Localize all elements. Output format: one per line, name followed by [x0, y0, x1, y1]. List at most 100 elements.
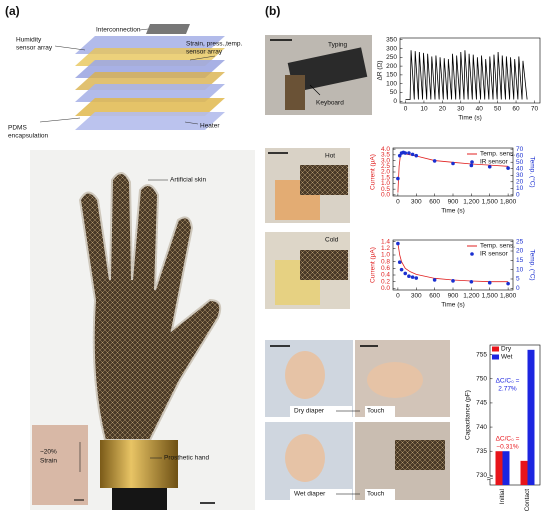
x-tick-label: 1,200 [463, 199, 480, 206]
photo-label: Hot [325, 153, 335, 160]
data-point [487, 164, 492, 169]
photo-label: Touch [367, 491, 385, 498]
y-tick-label: 250 [386, 54, 397, 61]
panel-label: (b) [265, 4, 280, 18]
y-tick-label: 3.5 [381, 152, 390, 159]
data-point [414, 153, 419, 158]
y-tick-label: 10 [516, 266, 524, 273]
legend-label: Dry [501, 346, 512, 353]
photo-label: Touch [367, 408, 385, 415]
y-axis-label: ΔR (Ω) [377, 60, 384, 80]
plot-frame [489, 344, 541, 486]
data-point [410, 275, 415, 279]
layer-label: encapsulation [8, 133, 48, 140]
x-tick-label: 1,200 [463, 293, 480, 300]
data-point [396, 241, 400, 246]
y-axis-label: Current (μA) [370, 247, 377, 283]
data-point [469, 279, 474, 284]
y-tick-label: 50 [516, 159, 524, 166]
x-tick-label: Contact [524, 489, 531, 512]
data-point [506, 166, 510, 170]
x-tick-label: 600 [429, 293, 440, 300]
y-tick-label: 0.0 [381, 192, 390, 199]
y-tick-label: 40 [516, 165, 524, 172]
photo-label: Prosthetic hand [164, 455, 210, 462]
x-tick-label: 300 [411, 199, 422, 206]
photos-b [265, 35, 450, 500]
bar [502, 451, 510, 485]
legend-label: Temp. sens. [480, 151, 515, 158]
y2-axis-label: Temp. (°C) [528, 156, 536, 187]
x-tick-label: 20 [439, 106, 447, 113]
layer-label: Humidity [16, 37, 42, 44]
photo-label: Cold [325, 237, 339, 244]
y-tick-label: 350 [386, 36, 397, 43]
bar [520, 460, 528, 485]
data-point [396, 176, 400, 181]
data-point [410, 152, 415, 157]
x-tick-label: Initial [499, 488, 506, 504]
photo-label: Wet diaper [294, 491, 326, 498]
x-axis-label: Time (s) [441, 208, 465, 215]
x-tick-label: 900 [448, 293, 459, 300]
y-tick-label: 740 [476, 424, 487, 431]
data-point [403, 271, 408, 276]
data-point [469, 163, 474, 168]
x-tick-label: 1,800 [500, 293, 517, 300]
layer-label: Strain, press.,temp. [186, 41, 243, 48]
y-tick-label: 1.0 [381, 180, 390, 187]
y-tick-label: 1.0 [381, 252, 390, 259]
y-tick-label: 100 [386, 80, 397, 87]
layer-label: Interconnection [96, 27, 141, 34]
data-line [405, 50, 528, 100]
data-point [407, 151, 411, 155]
y-tick-label: 60 [516, 152, 524, 159]
annotation: ΔC/C₀ = [496, 436, 520, 443]
x-tick-label: 0 [404, 106, 408, 113]
data-point [432, 159, 437, 163]
x-tick-label: 0 [396, 293, 400, 300]
y-tick-label: 4.0 [381, 146, 390, 153]
x-tick-label: 1,500 [482, 293, 499, 300]
photo-label: Keyboard [316, 100, 344, 107]
y-tick-label: 750 [476, 376, 487, 383]
x-tick-label: 0 [396, 199, 400, 206]
y-axis-label: Current (μA) [370, 154, 377, 190]
legend-marker [470, 252, 474, 256]
data-point [403, 151, 408, 155]
y2-axis-label: Temp. (°C) [528, 249, 536, 280]
data-point [407, 274, 411, 278]
y-tick-label: 735 [476, 448, 487, 455]
bar [495, 451, 503, 485]
data-point [432, 278, 437, 282]
y-tick-label: 0.5 [381, 186, 390, 193]
y-tick-label: 0 [393, 98, 397, 105]
photo-label: Strain [40, 458, 57, 465]
data-point [451, 161, 455, 166]
x-tick-label: 30 [457, 106, 465, 113]
data-point [397, 260, 402, 265]
x-axis-label: Time (s) [458, 115, 482, 122]
y-tick-label: 0.2 [381, 278, 390, 285]
y-tick-label: 1.2 [381, 245, 390, 252]
axis-break [486, 477, 494, 481]
y-axis-label: Capacitance (pF) [465, 390, 472, 440]
y-tick-label: 50 [390, 89, 398, 96]
data-point [399, 267, 404, 272]
hand-photo [30, 150, 255, 510]
y-tick-label: 0 [516, 285, 520, 292]
photo-label: Dry diaper [294, 408, 325, 415]
y-tick-label: 25 [516, 238, 524, 245]
panel-label: (a) [5, 4, 20, 18]
photo-label: Artificial skin [170, 177, 207, 184]
y-tick-label: 300 [386, 45, 397, 52]
x-tick-label: 40 [476, 106, 484, 113]
y-tick-label: 755 [476, 351, 487, 358]
y-tick-label: 0.0 [381, 285, 390, 292]
y-tick-label: 730 [476, 472, 487, 479]
layer-label: sensor array [186, 49, 223, 56]
layer-stack [39, 24, 225, 130]
y-tick-label: 0.6 [381, 265, 390, 272]
y-tick-label: 10 [516, 185, 524, 192]
